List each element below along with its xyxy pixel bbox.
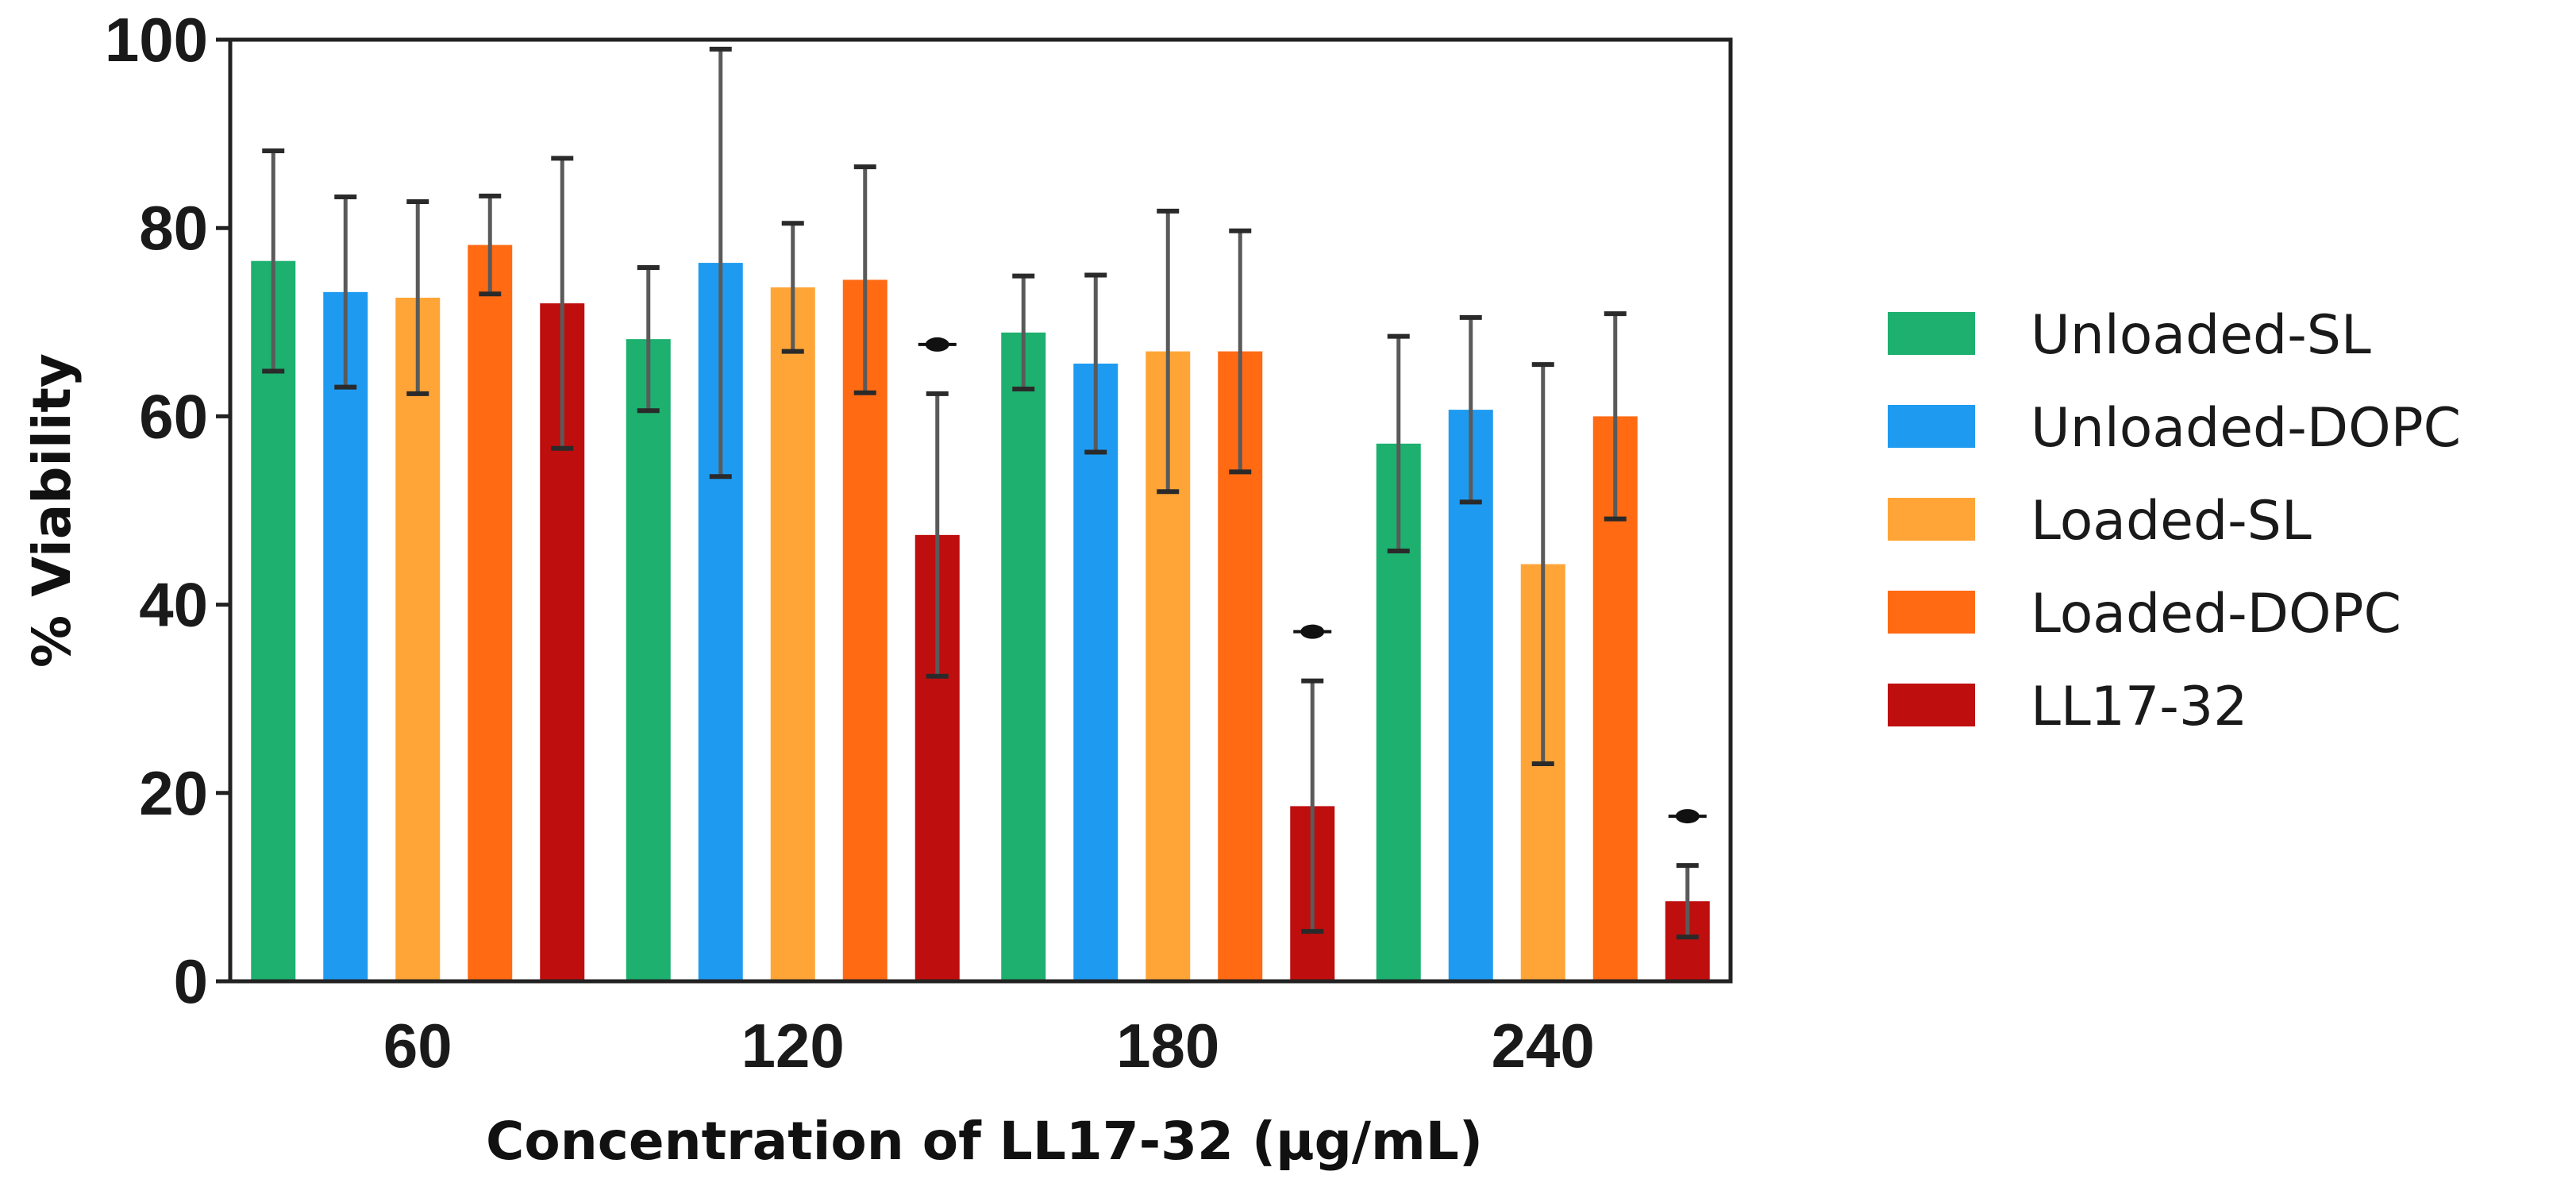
y-axis: 0 20 40 60 80 100: [105, 5, 230, 1016]
legend-swatch: [1888, 405, 1975, 448]
x-axis-title: Concentration of LL17-32 (µg/mL): [486, 1111, 1483, 1172]
legend: Unloaded-SL Unloaded-DOPC Loaded-SL Loaded-…: [1888, 304, 2461, 738]
bar: [1001, 332, 1046, 981]
legend-swatch: [1888, 591, 1975, 634]
bar: [770, 287, 815, 982]
legend-swatch: [1888, 312, 1975, 355]
bar: [1073, 363, 1119, 981]
plot-frame: [228, 37, 1733, 984]
bar: [842, 279, 888, 981]
y-tick-label: 40: [139, 570, 208, 640]
bar: [323, 291, 368, 981]
plot-area: [251, 46, 1710, 982]
x-tick-label: 60: [383, 1011, 452, 1081]
y-tick-label: 80: [139, 193, 208, 263]
y-tick-label: 0: [174, 946, 208, 1016]
legend-label: Loaded-DOPC: [2031, 583, 2401, 645]
legend-label: LL17-32: [2031, 676, 2247, 738]
y-tick-label: 20: [139, 758, 208, 828]
bar: [395, 297, 441, 981]
legend-label: Unloaded-SL: [2031, 304, 2371, 367]
bar: [626, 339, 671, 981]
y-tick-label: 100: [105, 5, 208, 75]
legend-label: Loaded-SL: [2031, 490, 2312, 553]
legend-swatch: [1888, 498, 1975, 541]
y-tick-label: 60: [139, 381, 208, 451]
x-tick-label: 240: [1492, 1011, 1595, 1081]
legend-swatch: [1888, 684, 1975, 726]
bar: [1448, 410, 1493, 981]
y-axis-title: % Viability: [21, 353, 83, 668]
x-tick-label: 180: [1116, 1011, 1219, 1081]
x-tick-label: 120: [741, 1011, 845, 1081]
bar: [468, 245, 513, 982]
legend-label: Unloaded-DOPC: [2031, 397, 2461, 460]
bar: [251, 260, 296, 982]
x-axis: 60 120 180 240: [383, 1011, 1595, 1081]
